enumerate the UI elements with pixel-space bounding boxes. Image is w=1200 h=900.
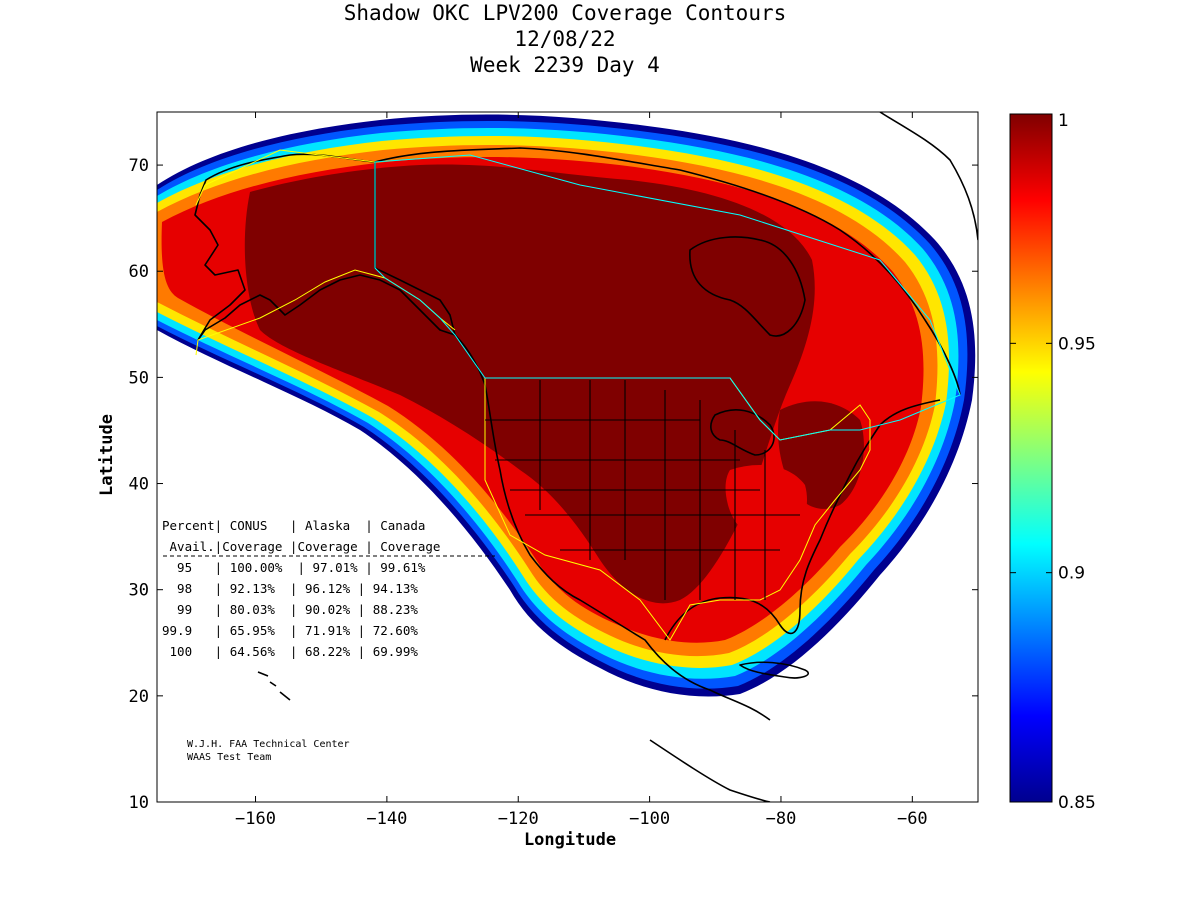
- y-tick-label: 20: [129, 687, 149, 707]
- coastline-gulf-east: [664, 399, 941, 641]
- y-tick-label: 60: [129, 262, 149, 282]
- table-row: 95 | 100.00% | 97.01% | 99.61%: [162, 560, 426, 575]
- x-tick-label: −100: [629, 809, 670, 829]
- credit-line-1: W.J.H. FAA Technical Center: [187, 739, 350, 750]
- region-boundaries: [195, 149, 961, 641]
- table-header-2: Avail.|Coverage |Coverage | Coverage: [162, 539, 440, 554]
- y-tick-label: 70: [129, 156, 149, 176]
- table-row: 98 | 92.13% | 96.12% | 94.13%: [162, 581, 418, 596]
- x-tick-label: −140: [366, 809, 407, 829]
- x-axis-label: Longitude: [524, 830, 616, 850]
- coastline-west: [454, 334, 771, 721]
- colorbar: [1009, 113, 1053, 803]
- coastline-great-lakes: [710, 409, 775, 456]
- colorbar-tick-label: 0.95: [1058, 334, 1096, 354]
- y-tick-label: 40: [129, 475, 149, 495]
- title-line-1: Shadow OKC LPV200 Coverage Contours: [343, 1, 787, 25]
- x-tick-label: −80: [766, 809, 797, 829]
- coastline-greenland: [879, 112, 978, 241]
- y-tick-label: 30: [129, 581, 149, 601]
- colorbar-tick-label: 0.85: [1058, 793, 1096, 813]
- title-line-2: 12/08/22: [514, 27, 616, 51]
- y-axis-label: Latitude: [97, 414, 117, 496]
- coastlines: [194, 112, 978, 802]
- coverage-table: Percent| CONUS | Alaska | Canada Avail.|…: [162, 518, 495, 659]
- colorbar-tick-label: 0.9: [1058, 564, 1085, 584]
- canada-boundary: [374, 154, 961, 441]
- x-tick-label: −160: [235, 809, 276, 829]
- colorbar-ticks: 0.85 0.9 0.95 1: [1010, 111, 1096, 813]
- contour-band-red-hole: [725, 465, 808, 545]
- coastline-canada-north: [374, 147, 961, 396]
- title-line-3: Week 2239 Day 4: [470, 53, 660, 77]
- coastline-hudson-bay: [689, 236, 806, 337]
- plot-frame: [156, 111, 979, 803]
- table-header-1: Percent| CONUS | Alaska | Canada: [162, 518, 425, 533]
- credit-line-2: WAAS Test Team: [187, 752, 271, 763]
- x-tick-label: −120: [498, 809, 539, 829]
- coastline-hawaii: [257, 671, 291, 701]
- table-row: 99.9 | 65.95% | 71.91% | 72.60%: [162, 623, 418, 638]
- coastline-alaska: [194, 153, 456, 341]
- y-tick-label: 10: [129, 793, 149, 813]
- y-axis-ticks: 10 20 30 40 50 60 70: [129, 156, 978, 813]
- coverage-contours: [157, 114, 976, 697]
- y-tick-label: 50: [129, 368, 149, 388]
- coastline-central-america: [649, 739, 771, 802]
- table-row: 99 | 80.03% | 90.02% | 88.23%: [162, 602, 418, 617]
- x-tick-label: −60: [897, 809, 928, 829]
- alaska-boundary-north: [195, 149, 376, 206]
- state-borders: [485, 380, 800, 600]
- table-row: 100 | 64.56% | 68.22% | 69.99%: [162, 644, 418, 659]
- x-axis-ticks: −160 −140 −120 −100 −80 −60: [235, 112, 928, 829]
- colorbar-tick-label: 1: [1058, 111, 1069, 131]
- coastline-cuba: [739, 661, 810, 679]
